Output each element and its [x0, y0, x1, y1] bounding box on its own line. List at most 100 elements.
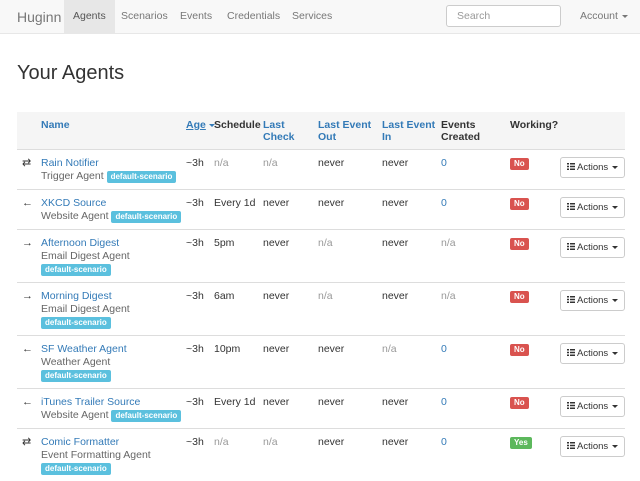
- cell: Actions: [560, 389, 625, 429]
- sort-link[interactable]: Age: [186, 119, 206, 131]
- actions-button[interactable]: Actions: [560, 197, 625, 218]
- agent-type: Website Agent: [41, 210, 109, 222]
- header-label: Schedule: [214, 119, 261, 131]
- scenario-badge[interactable]: default-scenario: [41, 317, 111, 329]
- schedule: n/a: [214, 436, 229, 448]
- header-cell: Last Event Out: [318, 112, 382, 150]
- brand[interactable]: Huginn: [17, 9, 61, 25]
- scenario-badge[interactable]: default-scenario: [41, 370, 111, 382]
- nav-link[interactable]: Scenarios: [112, 0, 177, 33]
- caret: [622, 15, 628, 18]
- cell: No: [510, 230, 560, 283]
- age: ~3h: [186, 157, 204, 169]
- agent-type: Email Digest Agent: [41, 250, 130, 262]
- scenario-badge[interactable]: default-scenario: [107, 171, 177, 183]
- working-badge: No: [510, 238, 529, 250]
- last-check: never: [263, 197, 289, 209]
- direction-icon: →: [17, 230, 41, 283]
- cell: Actions: [560, 429, 625, 481]
- list-icon: [567, 349, 575, 356]
- header-cell: Working?: [510, 112, 560, 150]
- nav-link[interactable]: Agents: [64, 0, 115, 33]
- cell: Actions: [560, 190, 625, 230]
- cell: No: [510, 150, 560, 190]
- actions-button[interactable]: Actions: [560, 237, 625, 258]
- cell: never: [263, 230, 318, 283]
- cell: never: [263, 283, 318, 336]
- agent-type: Trigger Agent: [41, 170, 104, 182]
- events-created[interactable]: 0: [441, 436, 447, 448]
- age: ~3h: [186, 436, 204, 448]
- age: ~3h: [186, 290, 204, 302]
- header-label[interactable]: Last Event Out: [318, 119, 371, 143]
- agent-name[interactable]: iTunes Trailer Source: [41, 396, 140, 408]
- events-created[interactable]: 0: [441, 157, 447, 169]
- age: ~3h: [186, 396, 204, 408]
- cell: never: [382, 230, 441, 283]
- actions-label: Actions: [577, 202, 608, 213]
- last-event-out: never: [318, 197, 344, 209]
- last-event-in: never: [382, 290, 408, 302]
- agent-name[interactable]: XKCD Source: [41, 197, 106, 209]
- nav-link[interactable]: Credentials: [218, 0, 289, 33]
- agent-name[interactable]: SF Weather Agent: [41, 343, 127, 355]
- scenario-badge[interactable]: default-scenario: [41, 264, 111, 276]
- cell: ~3h: [186, 190, 214, 230]
- cell: ~3h: [186, 336, 214, 389]
- account-menu[interactable]: Account: [580, 0, 628, 33]
- agent-name[interactable]: Comic Formatter: [41, 436, 119, 448]
- events-created: n/a: [441, 290, 456, 302]
- last-event-in: n/a: [382, 343, 397, 355]
- agent-type: Event Formatting Agent: [41, 449, 151, 461]
- cell: Actions: [560, 336, 625, 389]
- last-event-out: never: [318, 436, 344, 448]
- search-input[interactable]: Search: [446, 5, 561, 27]
- cell: never: [382, 283, 441, 336]
- events-created[interactable]: 0: [441, 343, 447, 355]
- last-event-in: never: [382, 237, 408, 249]
- scenario-badge[interactable]: default-scenario: [41, 463, 111, 475]
- age: ~3h: [186, 197, 204, 209]
- actions-button[interactable]: Actions: [560, 290, 625, 311]
- scenario-badge[interactable]: default-scenario: [111, 410, 181, 422]
- nav-link[interactable]: Services: [283, 0, 341, 33]
- direction-icon: ←: [17, 190, 41, 230]
- events-created[interactable]: 0: [441, 396, 447, 408]
- cell: never: [318, 190, 382, 230]
- cell: Actions: [560, 150, 625, 190]
- cell: No: [510, 389, 560, 429]
- header-cell: Age: [186, 112, 214, 150]
- header-cell: Schedule: [214, 112, 263, 150]
- caret: [612, 246, 618, 249]
- cell: 0: [441, 389, 510, 429]
- schedule: 10pm: [214, 343, 240, 355]
- direction-icon: ⇄: [17, 150, 41, 190]
- actions-button[interactable]: Actions: [560, 436, 625, 457]
- header-cell: Name: [41, 112, 186, 150]
- nav-link[interactable]: Events: [171, 0, 221, 33]
- scenario-badge[interactable]: default-scenario: [111, 211, 181, 223]
- header-label[interactable]: Last Check: [263, 119, 295, 143]
- header-label[interactable]: Last Event In: [382, 119, 435, 143]
- actions-button[interactable]: Actions: [560, 343, 625, 364]
- agent-name[interactable]: Morning Digest: [41, 290, 112, 302]
- agent-type: Email Digest Agent: [41, 303, 130, 315]
- cell: never: [318, 150, 382, 190]
- working-badge: No: [510, 158, 529, 170]
- actions-label: Actions: [577, 162, 608, 173]
- cell: never: [318, 429, 382, 481]
- agent-name[interactable]: Afternoon Digest: [41, 237, 119, 249]
- agent-name[interactable]: Rain Notifier: [41, 157, 99, 169]
- actions-button[interactable]: Actions: [560, 157, 625, 178]
- caret: [612, 445, 618, 448]
- schedule: Every 1d: [214, 197, 255, 209]
- header-label[interactable]: Name: [41, 119, 70, 131]
- events-created[interactable]: 0: [441, 197, 447, 209]
- actions-button[interactable]: Actions: [560, 396, 625, 417]
- list-icon: [567, 203, 575, 210]
